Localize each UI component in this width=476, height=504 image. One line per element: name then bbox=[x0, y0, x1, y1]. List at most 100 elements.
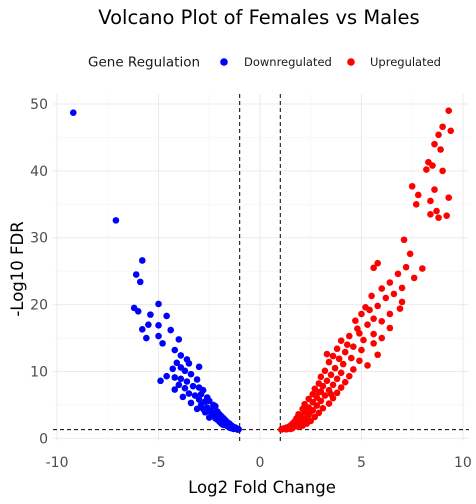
point-downregulated bbox=[195, 363, 203, 371]
point-downregulated bbox=[222, 421, 229, 429]
point-upregulated bbox=[345, 372, 353, 380]
y-axis-ticks: 0 10 20 30 40 50 bbox=[30, 97, 48, 447]
point-upregulated bbox=[445, 194, 453, 201]
point-upregulated bbox=[370, 264, 377, 272]
point-downregulated bbox=[187, 399, 195, 407]
point-upregulated bbox=[348, 354, 355, 362]
point-downregulated bbox=[169, 365, 177, 373]
point-downregulated bbox=[179, 393, 187, 401]
point-upregulated bbox=[313, 402, 321, 409]
point-upregulated bbox=[368, 292, 375, 300]
point-downregulated bbox=[147, 311, 154, 318]
point-upregulated bbox=[319, 382, 327, 390]
point-upregulated bbox=[408, 182, 416, 190]
point-downregulated bbox=[175, 336, 183, 343]
point-upregulated bbox=[398, 298, 406, 306]
point-upregulated bbox=[360, 336, 367, 344]
point-downregulated bbox=[157, 377, 164, 385]
point-upregulated bbox=[343, 341, 351, 349]
point-upregulated bbox=[337, 337, 345, 345]
point-upregulated bbox=[374, 302, 381, 310]
point-upregulated bbox=[431, 140, 438, 148]
point-downregulated bbox=[212, 402, 219, 410]
point-upregulated bbox=[386, 310, 394, 318]
point-upregulated bbox=[435, 131, 442, 139]
threshold-lines bbox=[53, 94, 469, 441]
point-upregulated bbox=[410, 274, 418, 282]
point-upregulated bbox=[364, 321, 371, 328]
point-upregulated bbox=[402, 263, 410, 271]
x-tick-label: -5 bbox=[152, 455, 166, 471]
point-downregulated bbox=[177, 352, 185, 359]
point-upregulated bbox=[329, 381, 337, 389]
point-downregulated bbox=[181, 384, 189, 392]
point-upregulated bbox=[445, 107, 453, 115]
legend: Gene Regulation Downregulated Upregulate… bbox=[88, 55, 441, 71]
point-downregulated bbox=[183, 378, 191, 385]
point-upregulated bbox=[321, 367, 329, 375]
y-tick-label: 10 bbox=[30, 364, 48, 380]
point-upregulated bbox=[396, 305, 404, 312]
point-downregulated bbox=[163, 312, 170, 320]
point-upregulated bbox=[386, 324, 394, 332]
point-downregulated bbox=[132, 271, 140, 278]
x-axis-title: Log2 Fold Change bbox=[188, 478, 336, 497]
point-upregulated bbox=[317, 397, 325, 405]
chart-title: Volcano Plot of Females vs Males bbox=[98, 6, 419, 29]
point-downregulated bbox=[181, 367, 189, 375]
point-upregulated bbox=[386, 279, 394, 286]
point-downregulated bbox=[195, 396, 203, 403]
point-upregulated bbox=[317, 373, 325, 381]
point-downregulated bbox=[112, 217, 120, 224]
legend-swatch-upregulated bbox=[347, 58, 355, 66]
point-upregulated bbox=[378, 334, 386, 342]
point-upregulated bbox=[431, 186, 438, 193]
point-downregulated bbox=[163, 372, 170, 380]
point-upregulated bbox=[281, 425, 288, 433]
point-downregulated bbox=[193, 405, 201, 413]
point-upregulated bbox=[419, 265, 426, 272]
legend-label-upregulated: Upregulated bbox=[370, 55, 441, 69]
point-upregulated bbox=[443, 212, 450, 219]
point-upregulated bbox=[447, 127, 455, 135]
point-upregulated bbox=[337, 369, 345, 377]
point-upregulated bbox=[412, 201, 420, 208]
point-upregulated bbox=[427, 197, 434, 205]
point-upregulated bbox=[370, 330, 377, 338]
point-upregulated bbox=[319, 404, 327, 412]
point-downregulated bbox=[171, 386, 179, 393]
point-upregulated bbox=[315, 409, 323, 417]
point-downregulated bbox=[138, 326, 146, 333]
point-upregulated bbox=[437, 146, 444, 153]
point-downregulated bbox=[171, 346, 179, 354]
point-downregulated bbox=[234, 426, 241, 433]
point-upregulated bbox=[358, 346, 365, 354]
point-upregulated bbox=[358, 310, 365, 318]
point-downregulated bbox=[69, 109, 77, 117]
point-upregulated bbox=[303, 414, 310, 422]
point-upregulated bbox=[325, 400, 333, 407]
x-tick-label: 5 bbox=[357, 455, 366, 471]
point-upregulated bbox=[327, 390, 335, 398]
point-downregulated bbox=[155, 300, 162, 308]
x-tick-label: -10 bbox=[46, 455, 69, 471]
point-upregulated bbox=[366, 306, 373, 314]
series-upregulated bbox=[277, 107, 455, 433]
point-downregulated bbox=[212, 414, 219, 422]
point-downregulated bbox=[134, 307, 142, 315]
point-upregulated bbox=[311, 413, 319, 421]
point-downregulated bbox=[175, 381, 183, 389]
point-downregulated bbox=[189, 382, 197, 390]
point-upregulated bbox=[335, 355, 343, 363]
point-upregulated bbox=[307, 408, 315, 415]
point-upregulated bbox=[331, 364, 339, 372]
legend-label-downregulated: Downregulated bbox=[244, 55, 332, 69]
series-downregulated bbox=[69, 109, 242, 433]
gridlines bbox=[53, 94, 469, 441]
point-downregulated bbox=[187, 370, 195, 378]
point-upregulated bbox=[414, 191, 422, 199]
legend-title: Gene Regulation bbox=[88, 55, 200, 71]
point-downregulated bbox=[155, 322, 162, 329]
point-upregulated bbox=[329, 352, 337, 360]
